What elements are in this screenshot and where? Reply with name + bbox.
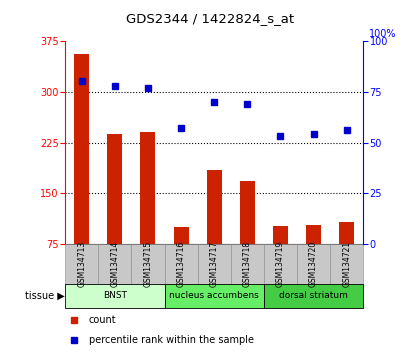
Bar (165, 244, 198, 284)
Bar (207, 170, 222, 244)
Text: GDS2344 / 1422824_s_at: GDS2344 / 1422824_s_at (126, 12, 294, 25)
Bar (306, 225, 321, 244)
Text: tissue ▶: tissue ▶ (25, 291, 64, 301)
Text: GSM134715: GSM134715 (144, 241, 152, 287)
Bar (173, 227, 189, 244)
Text: GSM134721: GSM134721 (342, 241, 351, 287)
Text: GSM134720: GSM134720 (309, 241, 318, 287)
Bar (74, 54, 89, 244)
Bar (140, 132, 155, 244)
Text: percentile rank within the sample: percentile rank within the sample (89, 335, 254, 345)
Bar (264, 244, 297, 284)
Text: BNST: BNST (103, 291, 127, 301)
Text: GSM134716: GSM134716 (176, 241, 186, 287)
Bar (264, 284, 363, 308)
Text: dorsal striatum: dorsal striatum (279, 291, 348, 301)
Bar (240, 181, 255, 244)
Text: count: count (89, 315, 117, 325)
Bar (165, 284, 264, 308)
Bar (108, 134, 122, 244)
Bar (297, 244, 330, 284)
Bar (330, 244, 363, 284)
Text: GSM134717: GSM134717 (210, 241, 219, 287)
Text: 100%: 100% (369, 29, 397, 39)
Bar (198, 244, 231, 284)
Text: GSM134714: GSM134714 (110, 241, 119, 287)
Bar (273, 226, 288, 244)
Bar (98, 244, 131, 284)
Bar (65, 284, 165, 308)
Text: GSM134719: GSM134719 (276, 241, 285, 287)
Bar (131, 244, 165, 284)
Bar (231, 244, 264, 284)
Bar (65, 244, 98, 284)
Text: nucleus accumbens: nucleus accumbens (169, 291, 259, 301)
Text: GSM134713: GSM134713 (77, 241, 86, 287)
Text: GSM134718: GSM134718 (243, 241, 252, 287)
Bar (339, 222, 354, 244)
